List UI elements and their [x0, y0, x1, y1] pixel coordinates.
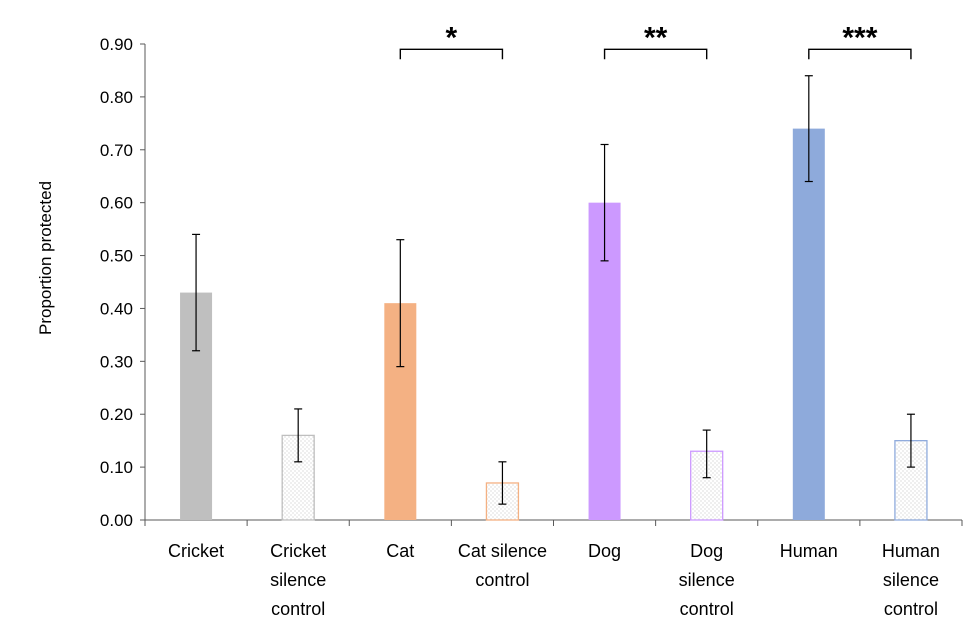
y-tick-label: 0.30 [100, 352, 133, 371]
y-tick-label: 0.50 [100, 247, 133, 266]
x-category-label: Cricket [270, 541, 326, 561]
x-category-label: Human [780, 541, 838, 561]
x-category-label: silence [270, 570, 326, 590]
x-category-label: Human [882, 541, 940, 561]
x-category-label: Cat silence [458, 541, 547, 561]
y-tick-label: 0.20 [100, 405, 133, 424]
y-tick-label: 0.70 [100, 141, 133, 160]
bar [792, 128, 825, 520]
significance-label: ** [644, 21, 668, 54]
y-tick-label: 0.10 [100, 458, 133, 477]
y-tick-label: 0.80 [100, 88, 133, 107]
x-category-label: silence [883, 570, 939, 590]
significance-label: *** [842, 21, 877, 54]
x-category-label: control [475, 570, 529, 590]
significance-bracket [603, 48, 708, 60]
y-tick-label: 0.90 [100, 35, 133, 54]
x-category-label: control [884, 599, 938, 619]
y-axis-title: Proportion protected [36, 181, 55, 335]
significance-label: * [446, 21, 458, 54]
significance-bracket [399, 48, 504, 60]
x-category-label: silence [679, 570, 735, 590]
x-category-label: control [680, 599, 734, 619]
x-category-label: Cat [386, 541, 414, 561]
significance-bracket [808, 48, 912, 60]
y-tick-label: 0.00 [100, 511, 133, 530]
x-category-label: Cricket [168, 541, 224, 561]
x-category-label: Dog [588, 541, 621, 561]
x-category-label: Dog [690, 541, 723, 561]
x-category-label: control [271, 599, 325, 619]
y-tick-label: 0.40 [100, 299, 133, 318]
y-tick-label: 0.60 [100, 194, 133, 213]
